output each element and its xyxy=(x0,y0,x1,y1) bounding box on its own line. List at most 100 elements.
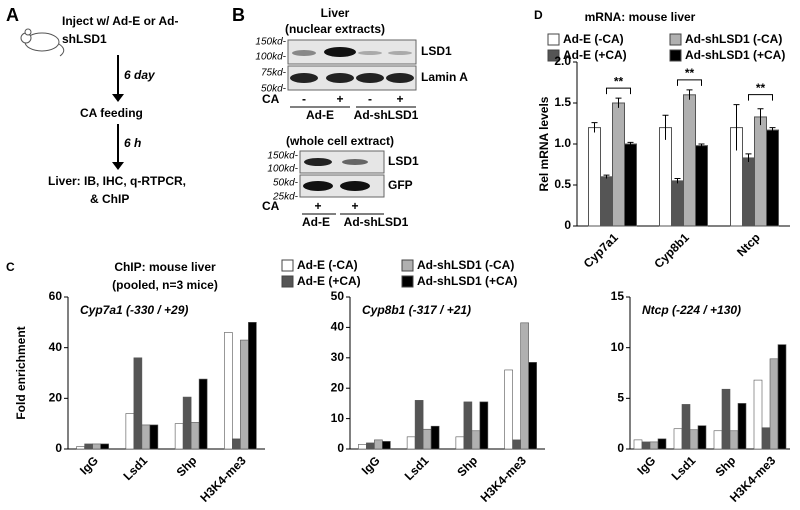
bar xyxy=(382,441,391,450)
band xyxy=(388,51,412,55)
arrow-head xyxy=(112,94,124,102)
error-bar xyxy=(757,108,764,126)
bar xyxy=(84,443,93,450)
error-bar xyxy=(662,114,669,140)
x-tick-label: H3K4-me3 xyxy=(478,453,530,505)
ca-sign: - xyxy=(368,92,372,106)
bar xyxy=(430,425,440,450)
bar xyxy=(520,322,529,450)
error-bar xyxy=(686,89,693,100)
error-bar xyxy=(591,122,598,133)
legend-label: Ad-E (+CA) xyxy=(563,48,627,62)
annotation: ** xyxy=(756,81,766,95)
bar xyxy=(141,424,151,450)
bar xyxy=(721,388,731,450)
group-label: Ad-shLSD1 xyxy=(354,108,419,122)
bar xyxy=(414,400,424,450)
y-tick-label: 1.5 xyxy=(554,95,571,109)
y-tick-label: 40 xyxy=(49,340,63,354)
legend-label: Ad-shLSD1 (+CA) xyxy=(417,274,517,288)
bar xyxy=(224,332,233,450)
bar xyxy=(713,430,723,450)
x-tick-label: IgG xyxy=(77,453,101,477)
panel-label: B xyxy=(232,5,245,25)
bar xyxy=(649,441,659,450)
y-tick-label: 30 xyxy=(331,350,345,364)
bar xyxy=(463,401,473,450)
bar xyxy=(742,157,755,227)
interval: 6 h xyxy=(124,136,141,150)
bar xyxy=(198,378,208,450)
significance-bracket xyxy=(677,79,702,86)
panel-b: B Liver (nuclear extracts) 150kd- 100kd-… xyxy=(232,5,468,229)
y-tick-label: 5 xyxy=(617,391,624,405)
bar xyxy=(174,423,184,450)
bar xyxy=(689,429,699,450)
y-tick-label: 0 xyxy=(564,218,571,232)
bar xyxy=(471,430,481,450)
bar xyxy=(777,344,787,450)
group-label: Ad-E xyxy=(306,108,334,122)
bar xyxy=(633,439,643,450)
band-label: Lamin A xyxy=(421,70,468,84)
y-tick-label: 20 xyxy=(331,380,345,394)
bar xyxy=(697,425,707,450)
legend-label: Ad-E (-CA) xyxy=(563,32,624,46)
x-tick-label: H3K4-me3 xyxy=(197,453,249,505)
panel-label: A xyxy=(6,5,19,25)
bar xyxy=(624,143,637,227)
ca-sign: - xyxy=(302,92,306,106)
legend-swatch xyxy=(401,259,414,272)
error-bar xyxy=(698,143,705,148)
x-tick-label: Cyp8b1 xyxy=(651,230,692,271)
bar xyxy=(92,443,101,450)
arrow-head xyxy=(112,162,124,170)
legend-label: Ad-shLSD1 (-CA) xyxy=(417,258,514,272)
group-label: Ad-E xyxy=(302,215,330,229)
bar xyxy=(753,379,763,450)
error-bar xyxy=(603,174,610,179)
bar xyxy=(232,438,241,450)
bar xyxy=(182,396,192,450)
band xyxy=(342,159,368,165)
chart-subtitle: (pooled, n=3 mice) xyxy=(112,278,218,292)
legend-label: Ad-E (-CA) xyxy=(297,258,358,272)
x-tick-label: IgG xyxy=(634,453,658,477)
facet-title: Cyp7a1 (-330 / +29) xyxy=(80,303,188,317)
legend-label: Ad-shLSD1 (-CA) xyxy=(685,32,782,46)
bar xyxy=(673,428,683,450)
legend-label: Ad-shLSD1 (+CA) xyxy=(685,48,785,62)
mouse-icon xyxy=(20,28,65,57)
facet-title: Cyp8b1 (-317 / +21) xyxy=(362,303,471,317)
band xyxy=(386,73,414,83)
annotation: ** xyxy=(614,74,624,88)
y-tick-label: 0 xyxy=(337,441,344,455)
bar xyxy=(641,441,651,450)
legend-swatch xyxy=(547,49,560,62)
band-label: LSD1 xyxy=(421,44,452,58)
error-bar xyxy=(769,127,776,133)
marker: 100kd- xyxy=(267,164,298,175)
ca-label: CA xyxy=(262,92,280,106)
bar xyxy=(406,436,416,450)
band xyxy=(303,181,333,191)
y-tick-label: 0 xyxy=(617,441,624,455)
y-tick-label: 20 xyxy=(49,391,63,405)
error-bar xyxy=(745,153,752,163)
legend-swatch xyxy=(281,259,294,272)
band xyxy=(304,158,332,166)
bar xyxy=(455,436,465,450)
error-bar xyxy=(627,141,634,146)
bar xyxy=(366,442,375,450)
bar xyxy=(657,438,667,450)
y-tick-label: 10 xyxy=(331,411,345,425)
chart-title: mRNA: mouse liver xyxy=(585,10,696,24)
error-bar xyxy=(733,104,740,151)
annotation: ** xyxy=(685,66,695,80)
bar xyxy=(588,127,601,227)
bar xyxy=(612,102,625,227)
y-tick-label: 50 xyxy=(331,289,345,303)
chart-title: ChIP: mouse liver xyxy=(114,260,216,274)
bar xyxy=(100,443,109,450)
